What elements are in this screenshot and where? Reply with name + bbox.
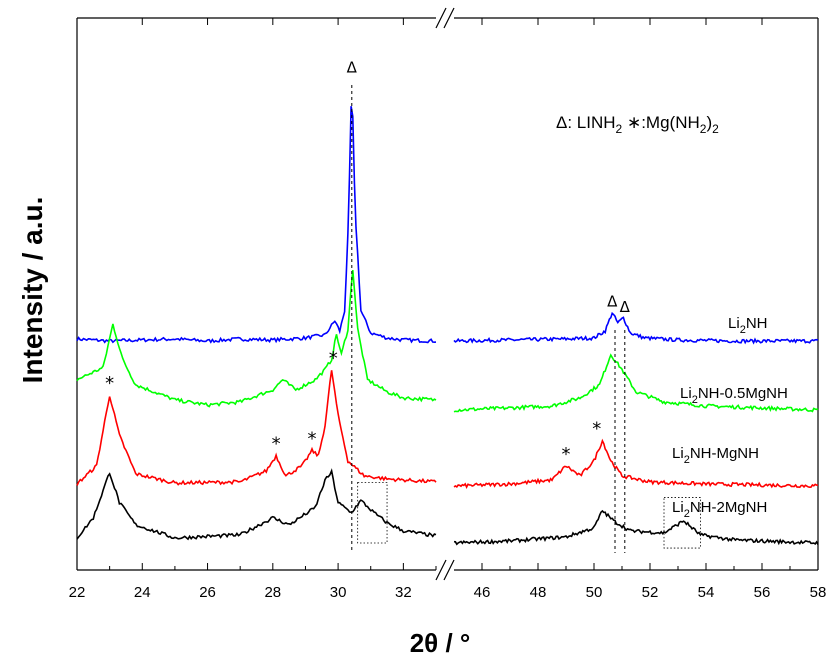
plot-layer: 22 24 26 28 30 32 46 48 50 52 54 56 58 Li2NH Li2NH-0.5… [69, 7, 827, 601]
y-axis-title: Intensity / a.u. [17, 197, 48, 384]
series-line-right-2 [453, 438, 819, 489]
legend-text: Δ: LINH2 ∗:Mg(NH2)2 [556, 113, 719, 136]
star-marker: * [562, 444, 571, 465]
series-label-3: Li2NH-2MgNH [672, 499, 767, 520]
x-tick-label: 32 [395, 584, 412, 601]
x-tick-label: 50 [586, 584, 603, 601]
x-tick-label: 26 [199, 584, 216, 601]
series-line-left-2 [76, 370, 437, 486]
delta-marker: Δ [620, 298, 631, 316]
star-marker: * [307, 429, 316, 450]
series-label-2: Li2NH-MgNH [672, 445, 759, 466]
x-tick-label: 28 [264, 584, 281, 601]
series-label-0: Li2NH [728, 315, 767, 336]
delta-marker: Δ [347, 58, 358, 76]
delta-marker: Δ [607, 293, 618, 311]
x-tick-label: 48 [530, 584, 547, 601]
axis-break-mark [443, 7, 455, 29]
x-tick-label: 54 [698, 584, 715, 601]
series-line-right-3 [453, 509, 819, 546]
dotted-box [663, 497, 701, 549]
series-line-left-3 [76, 468, 437, 541]
star-marker: * [272, 434, 281, 455]
star-marker: * [592, 419, 601, 440]
x-tick-label: 46 [474, 584, 491, 601]
x-tick-label: 52 [642, 584, 659, 601]
series-label-1: Li2NH-0.5MgNH [680, 385, 788, 406]
series-line-right-0 [453, 311, 819, 345]
x-tick-label: 56 [754, 584, 771, 601]
x-tick-label: 58 [810, 584, 827, 601]
dotted-box [357, 481, 388, 544]
series-line-right-1 [453, 353, 819, 413]
x-tick-label: 22 [69, 584, 86, 601]
x-tick-label: 30 [330, 584, 347, 601]
x-tick-label: 24 [134, 584, 151, 601]
axis-break-mark [435, 559, 447, 581]
series-line-left-1 [76, 270, 437, 408]
axis-break-mark [443, 559, 455, 581]
axis-break-mark [435, 7, 447, 29]
x-axis-title: 2θ / ° [410, 628, 471, 658]
star-marker: * [329, 348, 338, 369]
series-line-left-0 [76, 106, 437, 344]
star-marker: * [105, 373, 114, 394]
